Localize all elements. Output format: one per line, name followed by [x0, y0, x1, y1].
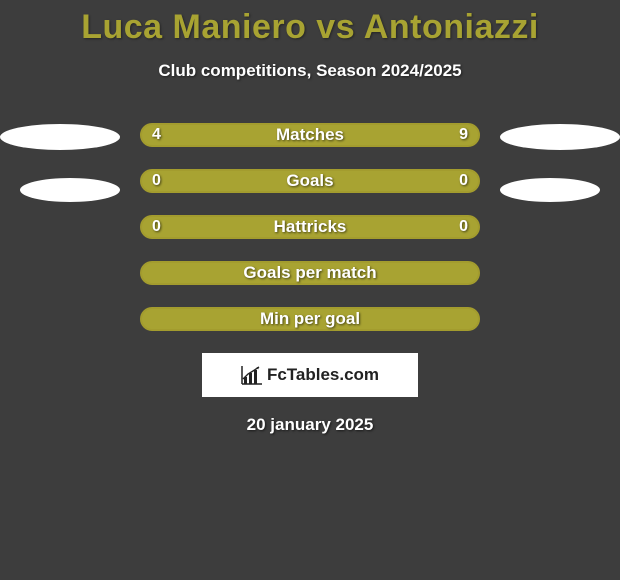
stat-value-right: 0	[459, 169, 468, 193]
stat-value-left: 0	[152, 169, 161, 193]
decorative-ellipse	[20, 178, 120, 202]
stat-value-left: 4	[152, 123, 161, 147]
stat-label: Matches	[140, 123, 480, 147]
stat-row: Goals0 0	[140, 169, 480, 193]
page-title: Luca Maniero vs Antoniazzi	[0, 0, 620, 47]
decorative-ellipse	[0, 124, 120, 150]
logo-box: FcTables.com	[202, 353, 418, 397]
stat-value-left: 0	[152, 215, 161, 239]
date-label: 20 january 2025	[0, 415, 620, 435]
decorative-ellipse	[500, 178, 600, 202]
stat-label: Goals per match	[140, 261, 480, 285]
stat-label: Hattricks	[140, 215, 480, 239]
stat-row: Matches4 9	[140, 123, 480, 147]
stat-label: Goals	[140, 169, 480, 193]
stat-label: Min per goal	[140, 307, 480, 331]
stat-value-right: 0	[459, 215, 468, 239]
decorative-ellipse	[500, 124, 620, 150]
stat-row: Goals per match	[140, 261, 480, 285]
stat-value-right: 9	[459, 123, 468, 147]
stat-rows: Matches49Goals00Hattricks00Goals per mat…	[0, 123, 620, 331]
subtitle: Club competitions, Season 2024/2025	[0, 61, 620, 81]
stat-row: Min per goal	[140, 307, 480, 331]
logo-text: FcTables.com	[267, 365, 379, 385]
logo-chart-icon	[241, 365, 263, 385]
stat-row: Hattricks0 0	[140, 215, 480, 239]
